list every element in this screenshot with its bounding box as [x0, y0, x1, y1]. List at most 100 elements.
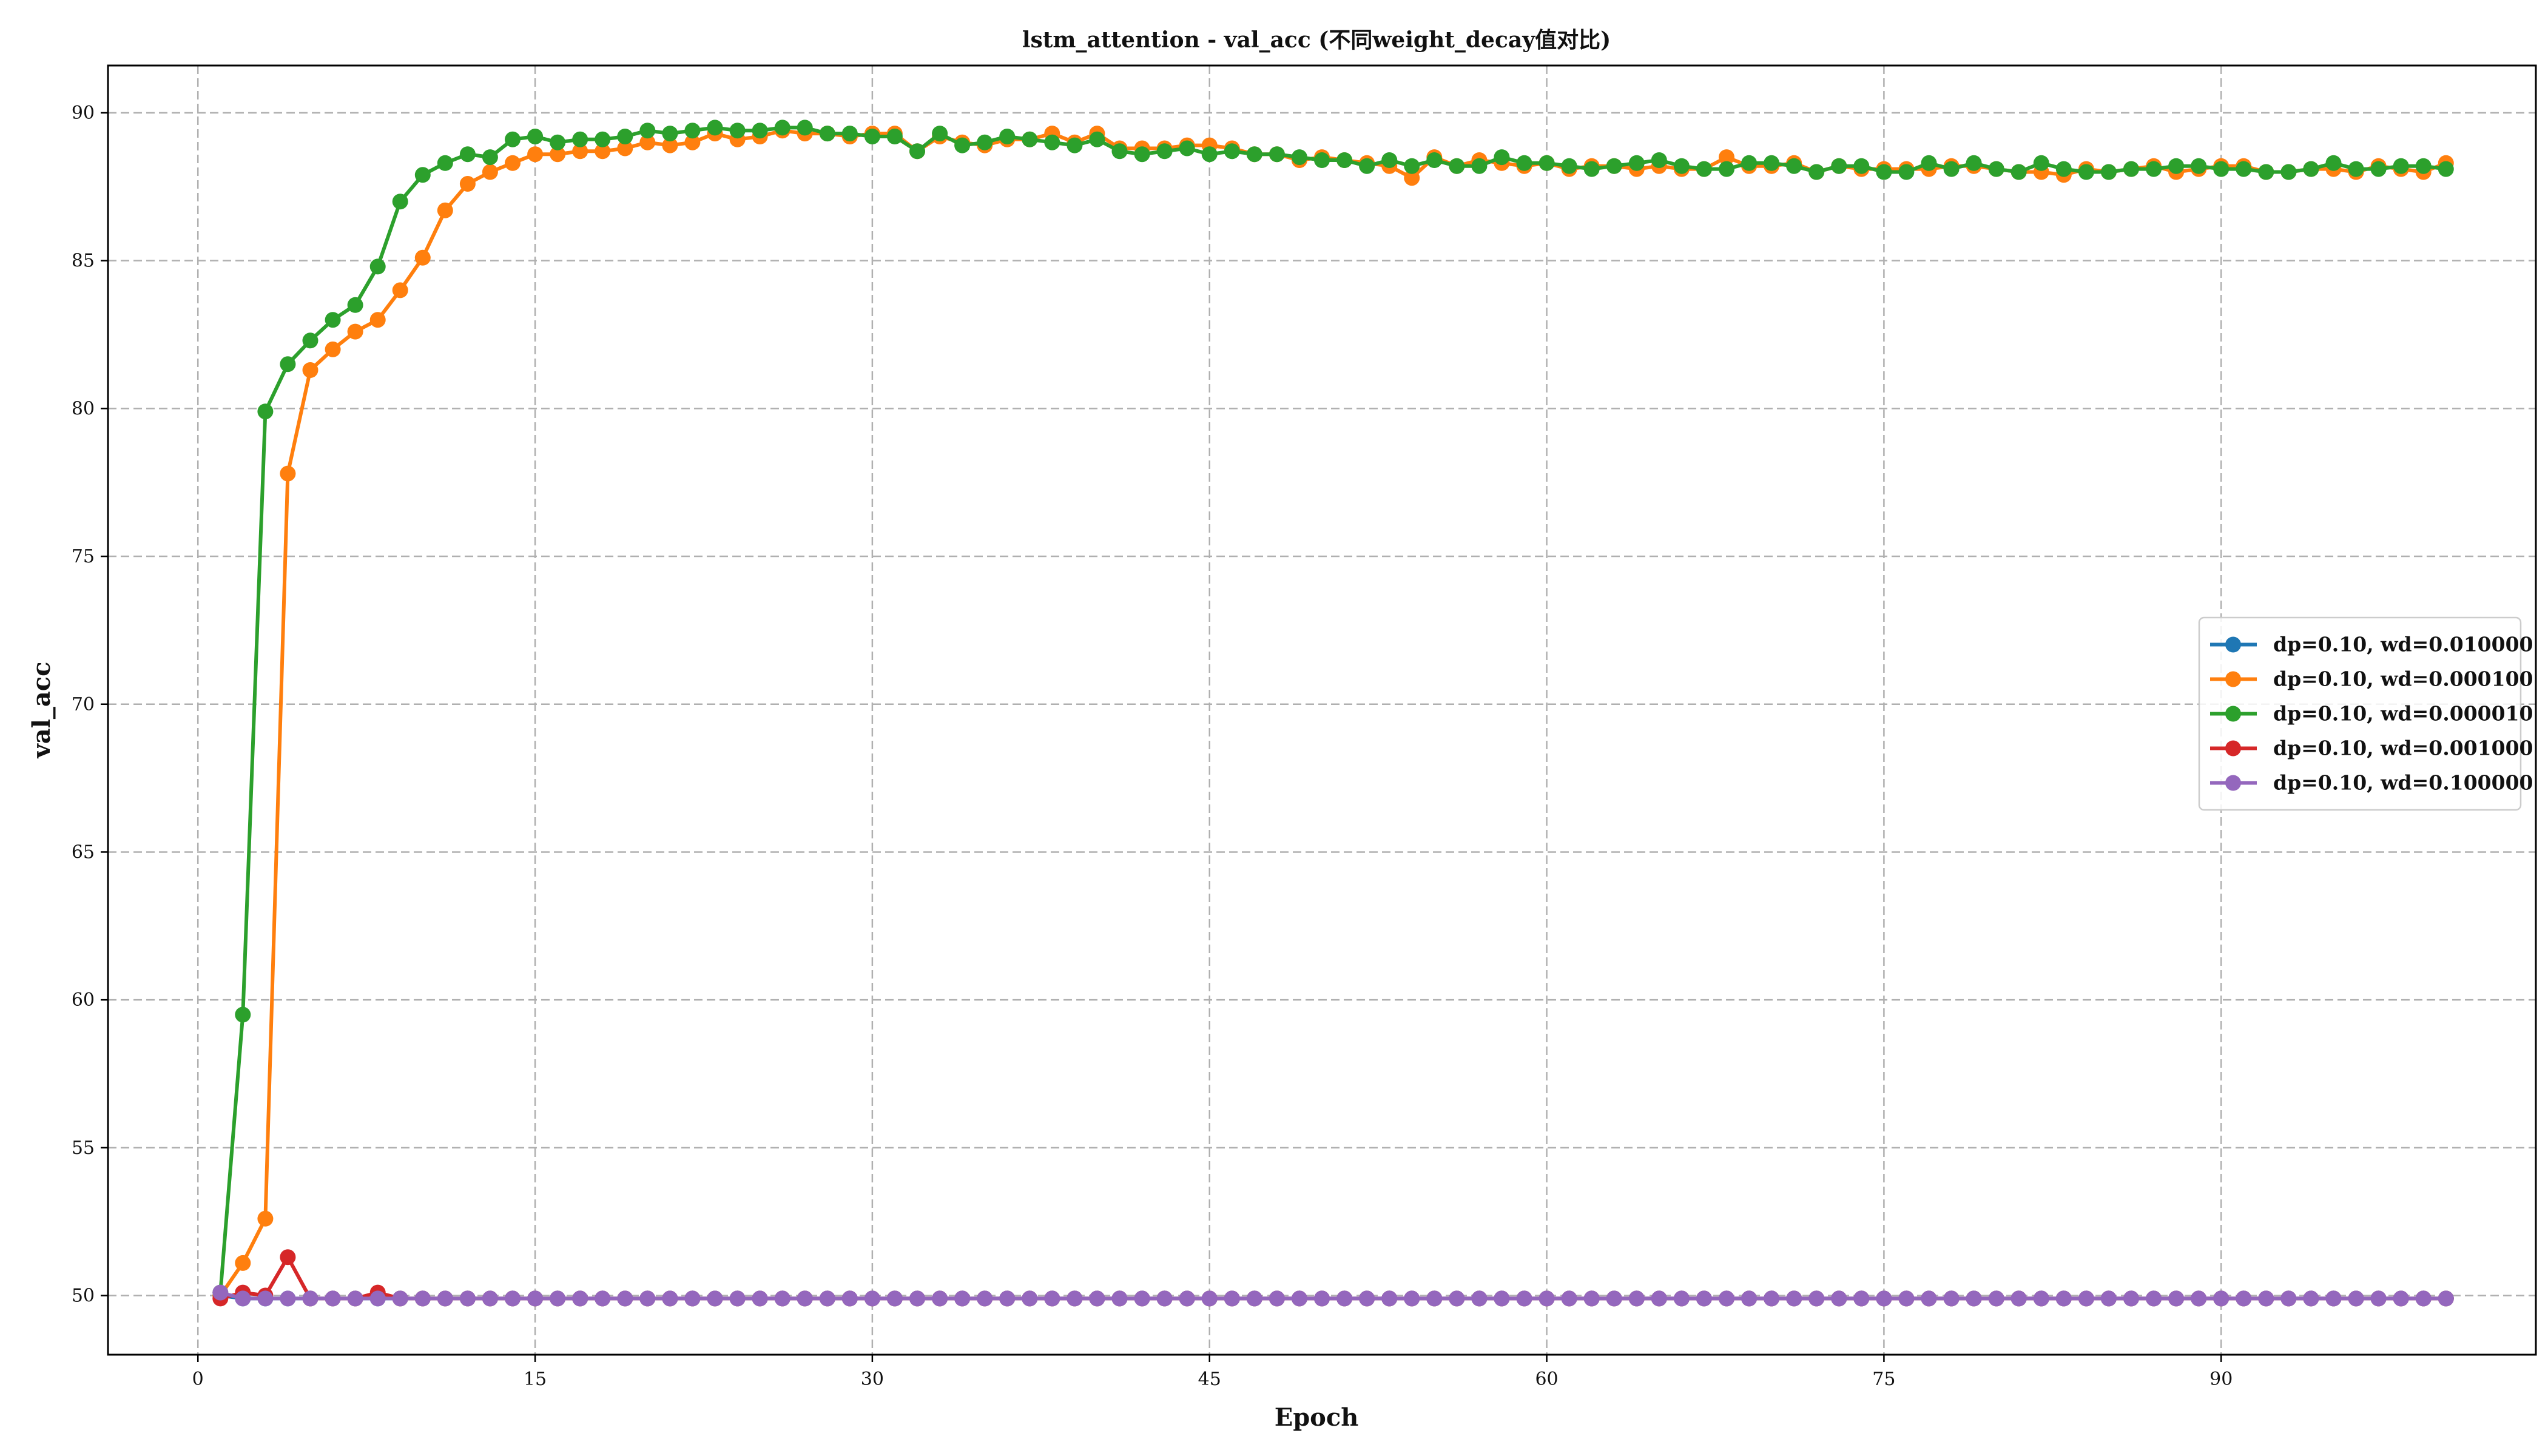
data-point: [2348, 1290, 2364, 1307]
data-point: [325, 1290, 341, 1307]
data-point: [1943, 161, 1960, 177]
legend-marker: [2225, 671, 2241, 687]
series-3: [212, 120, 2454, 1301]
data-point: [1449, 1290, 1465, 1307]
data-point: [1898, 164, 1915, 180]
data-point: [1719, 149, 1734, 166]
data-point: [1741, 155, 1758, 171]
data-point: [864, 129, 880, 144]
data-point: [482, 1290, 498, 1307]
data-point: [2370, 1290, 2387, 1307]
legend: dp=0.10, wd=0.010000 dp=0.10, wd=0.000100…: [2198, 616, 2533, 811]
data-point: [1628, 155, 1645, 171]
data-point: [1067, 137, 1083, 153]
data-point: [2078, 164, 2094, 180]
data-point: [505, 131, 521, 147]
data-point: [1111, 1290, 1128, 1307]
data-point: [1921, 1290, 1937, 1307]
x-tick-label: 0: [192, 1369, 204, 1390]
data-point: [2055, 1290, 2072, 1307]
y-tick-label: 65: [72, 841, 95, 863]
data-point: [347, 297, 363, 313]
data-point: [886, 1290, 903, 1307]
data-point: [2438, 161, 2454, 177]
data-point: [280, 1290, 296, 1307]
data-point: [752, 123, 768, 139]
data-point: [1876, 1290, 1892, 1307]
x-tick-label: 90: [2209, 1369, 2233, 1390]
data-point: [797, 1290, 813, 1307]
data-point: [1179, 1290, 1195, 1307]
data-point: [1696, 1290, 1712, 1307]
data-point: [1808, 1290, 1825, 1307]
data-point: [662, 126, 678, 142]
data-point: [1561, 1290, 1577, 1307]
data-point: [595, 143, 611, 160]
data-point: [2010, 164, 2027, 180]
data-point: [617, 129, 633, 144]
data-point: [1606, 158, 1622, 174]
data-point: [1449, 158, 1465, 174]
legend-marker: [2225, 740, 2241, 757]
data-point: [325, 312, 341, 328]
data-point: [1988, 161, 2004, 177]
data-point: [999, 129, 1016, 144]
data-point: [2438, 1290, 2454, 1307]
data-point: [527, 146, 544, 163]
plot-frame: [107, 64, 2537, 1356]
axis-layer: 0 15 30 45 60 75 90 50 55 60 65 70 75 80 85 90: [72, 103, 2233, 1390]
data-point: [595, 131, 611, 147]
data-point: [662, 1290, 678, 1307]
y-axis-label: val_acc: [27, 662, 56, 759]
data-point: [2168, 158, 2185, 174]
data-point: [1291, 149, 1307, 166]
data-point: [369, 1290, 386, 1307]
data-point: [684, 1290, 701, 1307]
data-point: [482, 164, 498, 180]
data-point: [235, 1255, 251, 1271]
legend-item: dp=0.10, wd=0.000010: [2210, 702, 2533, 726]
data-point: [257, 1290, 274, 1307]
data-point: [572, 131, 588, 147]
data-point: [1471, 158, 1488, 174]
data-point: [1201, 1290, 1218, 1307]
series-layer: [212, 120, 2454, 1307]
data-point: [482, 149, 498, 166]
data-point: [639, 1290, 656, 1307]
data-point: [280, 465, 296, 482]
data-point: [1966, 1290, 1982, 1307]
legend-item: dp=0.10, wd=0.000100: [2210, 667, 2533, 691]
data-point: [392, 1290, 408, 1307]
data-point: [212, 1284, 229, 1301]
data-point: [2033, 1290, 2049, 1307]
data-point: [2348, 161, 2364, 177]
data-point: [617, 1290, 633, 1307]
data-point: [1494, 1290, 1510, 1307]
data-point: [2078, 1290, 2094, 1307]
data-point: [550, 146, 566, 163]
legend-item: dp=0.10, wd=0.100000: [2210, 771, 2533, 795]
data-point: [2191, 158, 2207, 174]
data-point: [1022, 131, 1038, 147]
data-point: [864, 1290, 880, 1307]
data-point: [347, 323, 363, 340]
data-point: [1628, 1290, 1645, 1307]
data-point: [707, 1290, 723, 1307]
y-tick-label: 55: [72, 1138, 95, 1159]
data-point: [2325, 1290, 2342, 1307]
data-point: [1583, 161, 1600, 177]
data-point: [347, 1290, 363, 1307]
data-point: [437, 155, 453, 171]
data-point: [1246, 1290, 1262, 1307]
data-point: [2213, 1290, 2230, 1307]
data-point: [1516, 155, 1532, 171]
data-point: [1921, 155, 1937, 171]
data-point: [1022, 1290, 1038, 1307]
data-point: [1764, 155, 1780, 171]
legend-label: dp=0.10, wd=0.000010: [2273, 702, 2533, 726]
data-point: [2393, 1290, 2409, 1307]
data-point: [302, 362, 318, 378]
data-point: [1291, 1290, 1307, 1307]
data-point: [392, 194, 408, 210]
